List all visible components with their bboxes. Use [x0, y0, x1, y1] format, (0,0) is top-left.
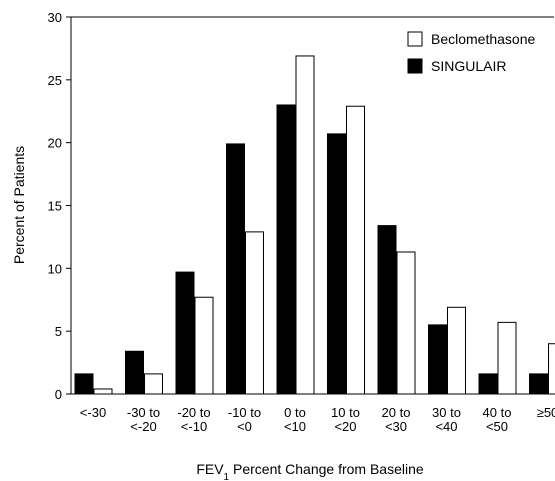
bar-singulair — [74, 373, 94, 395]
y-axis-ticks: 0 5 10 15 20 25 30 — [48, 10, 554, 402]
y-tick-label: 30 — [48, 10, 62, 25]
x-category-label: 20 to <30 — [382, 405, 411, 434]
bars — [74, 55, 555, 395]
x-category-label: -30 to <-20 — [127, 405, 160, 434]
bar-beclomethasone — [346, 105, 365, 395]
bar-singulair — [478, 373, 498, 395]
bar-singulair — [377, 225, 397, 395]
x-category-label: -10 to <0 — [228, 405, 261, 434]
bar-beclomethasone — [396, 251, 416, 395]
bar-beclomethasone — [497, 321, 517, 395]
legend: Beclomethasone SINGULAIR — [407, 31, 536, 74]
x-axis-title-rest: Percent Change from Baseline — [229, 461, 424, 477]
legend-swatch — [407, 31, 423, 47]
y-tick-label: 15 — [48, 199, 62, 214]
bar-beclomethasone — [194, 296, 214, 395]
y-tick-label: 10 — [48, 261, 62, 276]
y-tick-label: 25 — [48, 73, 62, 88]
bar-singulair — [226, 143, 245, 395]
legend-label: SINGULAIR — [431, 58, 506, 74]
bar-singulair — [428, 324, 447, 395]
x-category-label: -20 to <-10 — [177, 405, 210, 434]
legend-label: Beclomethasone — [431, 31, 536, 47]
bar-beclomethasone — [93, 388, 113, 395]
x-axis-title-subscript: 1 — [224, 472, 230, 481]
y-axis-title: Percent of Patients — [11, 146, 27, 264]
x-category-label: 0 to <10 — [284, 405, 306, 434]
x-category-label: <-30 — [80, 405, 106, 420]
bar-singulair — [125, 350, 144, 395]
bar-beclomethasone — [144, 373, 163, 395]
bar-beclomethasone — [295, 55, 315, 395]
bar-singulair — [175, 271, 195, 395]
bar-beclomethasone — [548, 343, 555, 395]
x-category-labels: <-30 -30 to <-20 -20 to <-10 -10 to <0 0 to <10 1… — [80, 405, 555, 434]
y-tick-label: 20 — [48, 136, 62, 151]
x-category-label: ≥50 — [537, 405, 555, 420]
x-category-label: 10 to <20 — [331, 405, 360, 434]
x-axis-title: FEV1 Percent Change from Baseline — [196, 461, 424, 481]
bar-singulair — [327, 133, 346, 395]
bar-singulair — [276, 104, 296, 395]
y-tick-label: 5 — [55, 324, 62, 339]
x-axis-title-main: FEV — [196, 461, 224, 477]
x-category-label: 30 to <40 — [432, 405, 461, 434]
y-tick-label: 0 — [55, 387, 62, 402]
bar-singulair — [529, 373, 548, 395]
bar-beclomethasone — [447, 306, 466, 395]
legend-swatch — [407, 58, 423, 74]
x-category-label: 40 to <50 — [483, 405, 512, 434]
bar-beclomethasone — [245, 231, 264, 395]
